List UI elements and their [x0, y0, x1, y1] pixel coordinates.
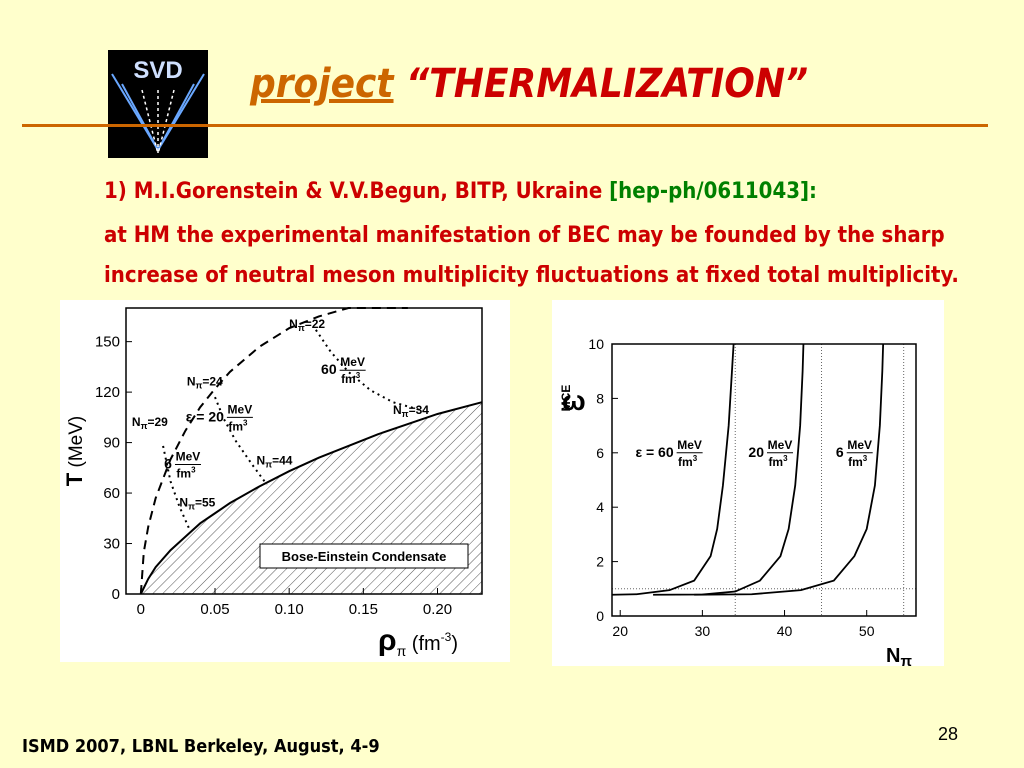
n-pi-annotation: Nπ=22 [289, 317, 325, 333]
energy-density-label: 60 MeV fm3 [321, 355, 366, 386]
y-tick-label: 120 [95, 384, 120, 401]
svg-text:MeV: MeV [677, 438, 702, 452]
series-line-dotted-2 [162, 445, 191, 531]
svd-logo: SVD [108, 50, 208, 158]
plot-frame [125, 307, 483, 595]
energy-density-label: ε = 20 MeV fm3 [186, 402, 253, 433]
n-pi-annotation: Nπ=55 [179, 496, 215, 512]
svg-text:fm3: fm3 [228, 418, 248, 433]
page-number: 28 [938, 724, 959, 744]
x-tick-label: 30 [695, 623, 711, 639]
y-axis-label: MCE [559, 385, 573, 412]
n-pi-annotation: Nπ=29 [132, 415, 168, 431]
n-pi-annotation: Nπ=34 [393, 403, 429, 419]
x-axis-label: ρπ (fm-3) [378, 624, 458, 659]
x-tick-label: 40 [777, 623, 793, 639]
y-axis-label: T (MeV) [62, 416, 87, 486]
svg-text:fm3: fm3 [341, 371, 361, 386]
y-tick-label: 0 [112, 586, 120, 603]
n-pi-annotation: Nπ=24 [187, 374, 223, 390]
svg-text:20: 20 [748, 444, 764, 460]
y-tick-label: 60 [103, 485, 120, 502]
svg-text:ε = 20: ε = 20 [186, 408, 224, 424]
x-tick-label: 50 [859, 623, 875, 639]
slide-title: project “THERMALIZATION” [250, 60, 808, 108]
energy-density-label: 6 MeV fm3 [164, 449, 201, 480]
svg-text:fm3: fm3 [848, 454, 868, 469]
svg-text:6: 6 [836, 444, 844, 460]
n-pi-annotation: Nπ=44 [257, 453, 293, 469]
svg-text:ε = 60: ε = 60 [635, 444, 673, 460]
svg-text:MeV: MeV [340, 355, 365, 369]
plot-frame [611, 343, 917, 617]
svg-text:fm3: fm3 [768, 454, 788, 469]
condensate-label: Bose-Einstein Condensate [282, 549, 447, 564]
arxiv-reference: [hep-ph/0611043]: [609, 179, 817, 204]
series-line-solid-0 [139, 401, 483, 595]
title-name: “THERMALIZATION” [406, 61, 809, 107]
svg-text:MeV: MeV [176, 449, 201, 463]
title-rule [22, 124, 988, 127]
series-line-dashed-1 [139, 307, 408, 595]
y-tick-label: 8 [596, 390, 604, 406]
x-axis-label: Nπ [886, 645, 912, 666]
x-tick-label: 0 [137, 601, 145, 618]
title-project-word: project [250, 61, 394, 107]
omega-curve-0 [611, 343, 735, 596]
energy-density-label: 6 MeV fm3 [836, 438, 873, 469]
reference-line: 1) M.I.Gorenstein & V.V.Begun, BITP, Ukr… [104, 177, 817, 207]
series-line-dotted-3 [214, 396, 268, 486]
condensate-label-box [259, 543, 469, 569]
phase-diagram-chart: 0 0.05 0.10 0.15 0.20 0 30 60 90 120 150 Nπ=22 Nπ=… [60, 300, 510, 662]
y-tick-label: 90 [103, 435, 120, 452]
omega-curve-1 [653, 343, 805, 596]
svg-text:60: 60 [321, 361, 337, 377]
phase-diagram-svg: 0 0.05 0.10 0.15 0.20 0 30 60 90 120 150 Nπ=22 Nπ=… [62, 307, 483, 659]
y-tick-label: 150 [95, 334, 120, 351]
omega-curve-2 [694, 343, 885, 596]
x-tick-label: 20 [612, 623, 628, 639]
svg-text:MeV: MeV [228, 402, 253, 416]
y-tick-label: 6 [596, 445, 604, 461]
svd-logo-icon: SVD [108, 50, 208, 158]
fluctuation-chart: 20 30 40 50 0 2 4 6 8 10 ε = 60 MeV fm3 20 MeV fm3 6 Me… [552, 300, 944, 670]
svg-text:MeV: MeV [768, 438, 793, 452]
y-axis-symbol: ω [562, 385, 586, 416]
statement-line-1: at HM the experimental manifestation of … [104, 223, 945, 248]
svg-text:6: 6 [164, 455, 172, 471]
y-tick-label: 0 [596, 608, 604, 624]
svg-text:fm3: fm3 [176, 465, 196, 480]
energy-density-label: ε = 60 MeV fm3 [635, 438, 703, 469]
footer-text: ISMD 2007, LBNL Berkeley, August, 4-9 [22, 736, 380, 757]
y-tick-label: 2 [596, 554, 604, 570]
y-tick-label: 10 [588, 336, 604, 352]
energy-density-label: 20 MeV fm3 [748, 438, 793, 469]
svg-text:MeV: MeV [847, 438, 872, 452]
x-tick-label: 0.05 [200, 601, 229, 618]
y-tick-label: 30 [103, 536, 120, 553]
y-tick-label: 4 [596, 499, 604, 515]
logo-text: SVD [133, 57, 182, 84]
x-tick-label: 0.10 [275, 601, 304, 618]
x-tick-label: 0.20 [423, 601, 452, 618]
statement-line-2: increase of neutral meson multiplicity f… [104, 263, 959, 288]
series-line-dotted-4 [315, 329, 423, 412]
authors-text: 1) M.I.Gorenstein & V.V.Begun, BITP, Ukr… [104, 179, 610, 204]
svg-text:fm3: fm3 [678, 454, 698, 469]
x-tick-label: 0.15 [349, 601, 378, 618]
